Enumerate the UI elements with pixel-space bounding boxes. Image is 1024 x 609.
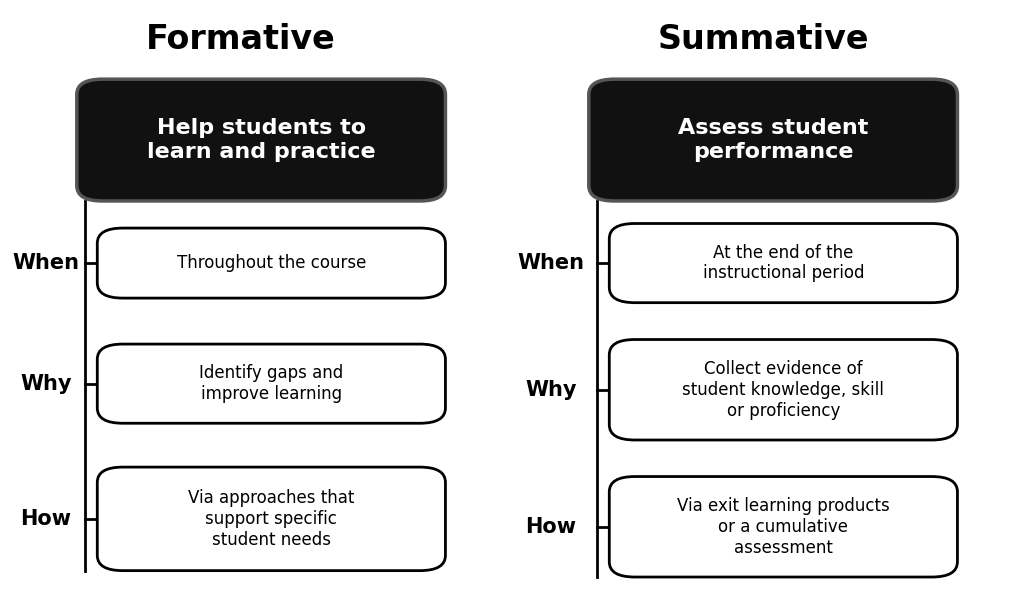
Text: When: When (12, 253, 80, 273)
Text: Help students to
learn and practice: Help students to learn and practice (146, 119, 376, 161)
Text: How: How (525, 517, 577, 537)
Text: Collect evidence of
student knowledge, skill
or proficiency: Collect evidence of student knowledge, s… (682, 360, 885, 420)
FancyBboxPatch shape (97, 344, 445, 423)
FancyBboxPatch shape (97, 228, 445, 298)
FancyBboxPatch shape (609, 340, 957, 440)
Text: Via approaches that
support specific
student needs: Via approaches that support specific stu… (188, 489, 354, 549)
Text: Why: Why (525, 380, 577, 400)
FancyBboxPatch shape (77, 79, 445, 201)
Text: Summative: Summative (657, 23, 868, 56)
Text: Via exit learning products
or a cumulative
assessment: Via exit learning products or a cumulati… (677, 497, 890, 557)
Text: How: How (20, 509, 72, 529)
Text: Why: Why (20, 374, 72, 393)
FancyBboxPatch shape (609, 224, 957, 303)
FancyBboxPatch shape (589, 79, 957, 201)
Text: Throughout the course: Throughout the course (177, 254, 366, 272)
Text: When: When (517, 253, 585, 273)
Text: Assess student
performance: Assess student performance (678, 119, 868, 161)
Text: Identify gaps and
improve learning: Identify gaps and improve learning (200, 364, 343, 403)
Text: Formative: Formative (145, 23, 336, 56)
FancyBboxPatch shape (609, 476, 957, 577)
Text: At the end of the
instructional period: At the end of the instructional period (702, 244, 864, 283)
FancyBboxPatch shape (97, 467, 445, 571)
